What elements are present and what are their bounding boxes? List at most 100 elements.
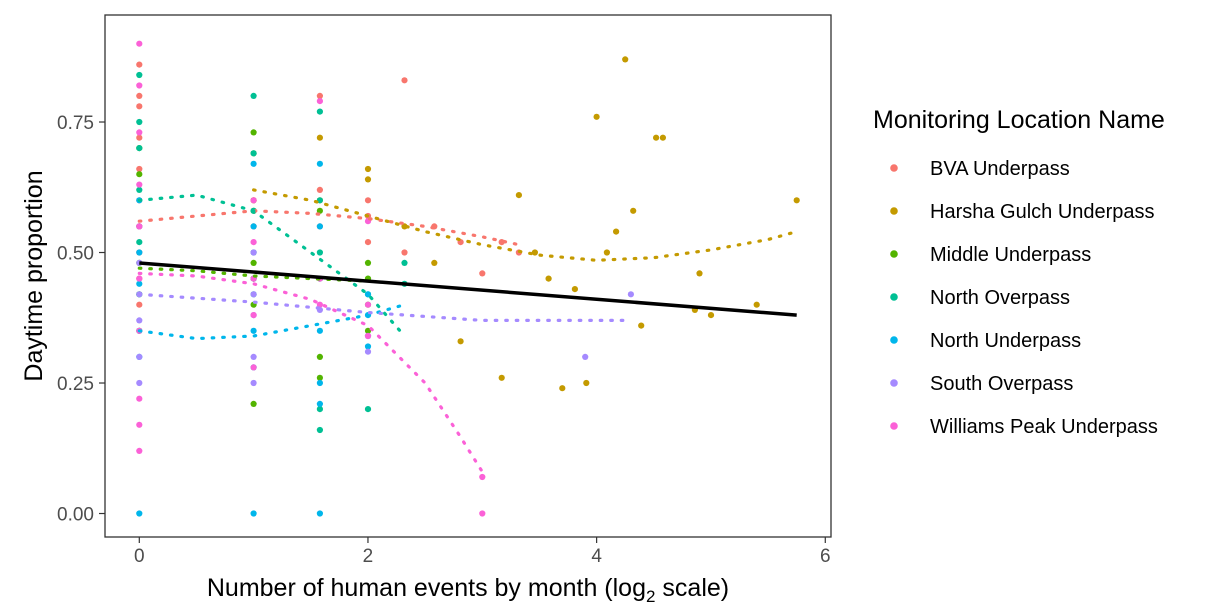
data-point: [364, 348, 372, 355]
y-axis-title: Daytime proportion: [20, 170, 48, 381]
data-point: [401, 249, 408, 256]
data-point: [136, 103, 143, 110]
data-point: [250, 312, 257, 319]
data-point: [316, 249, 323, 256]
legend-title: Monitoring Location Name: [873, 106, 1165, 134]
data-point: [603, 249, 611, 256]
data-point: [638, 322, 645, 329]
data-point: [250, 259, 257, 266]
x-tick-label: 6: [820, 546, 831, 567]
x-tick-label: 2: [363, 546, 374, 567]
legend-label: Middle Underpass: [930, 244, 1091, 266]
data-point: [316, 426, 323, 434]
data-point: [250, 150, 257, 157]
data-point: [696, 270, 703, 277]
data-point: [479, 473, 486, 481]
data-point: [136, 275, 143, 282]
overall-trend-line: [139, 261, 797, 317]
data-point: [364, 197, 372, 204]
data-point: [136, 249, 143, 256]
data-point: [364, 343, 372, 350]
legend-key: [890, 422, 898, 430]
data-point: [582, 353, 589, 360]
data-point: [136, 181, 143, 188]
data-point: [250, 291, 257, 298]
data-point: [136, 165, 143, 173]
data-point: [431, 259, 438, 266]
data-point: [250, 129, 257, 136]
legend-label: Harsha Gulch Underpass: [930, 201, 1155, 223]
legend-key: [890, 293, 898, 301]
x-tick-label: 4: [591, 546, 602, 567]
data-point: [250, 223, 257, 230]
y-tick-label: 0.50: [57, 244, 94, 265]
data-point: [136, 421, 143, 428]
data-point: [531, 249, 539, 256]
data-point: [250, 92, 257, 99]
data-point: [250, 160, 257, 167]
data-point: [571, 286, 579, 293]
data-point: [653, 134, 660, 141]
data-point: [316, 92, 323, 99]
data-point: [622, 56, 629, 63]
data-point: [136, 186, 143, 193]
data-point: [545, 275, 552, 282]
data-point: [479, 270, 486, 277]
x-axis-title-subscript: 2: [646, 587, 655, 603]
data-point: [316, 353, 323, 360]
data-point: [793, 197, 800, 204]
data-point: [136, 171, 143, 178]
series-fit-line: [137, 292, 633, 322]
data-point: [401, 77, 408, 84]
data-point: [479, 510, 486, 517]
data-point: [136, 379, 143, 387]
data-point: [250, 510, 257, 517]
data-point: [136, 145, 143, 152]
data-point: [250, 400, 257, 407]
data-point: [659, 134, 667, 141]
data-point: [364, 165, 372, 173]
legend-label: South Overpass: [930, 373, 1073, 395]
data-point: [136, 239, 143, 246]
data-point: [136, 118, 143, 126]
data-point: [630, 207, 637, 214]
data-point: [753, 301, 760, 308]
plot-area: [136, 40, 800, 517]
x-axis-title: Number of human events by month (log2 sc…: [207, 574, 729, 603]
data-point: [136, 40, 143, 47]
legend-label: Williams Peak Underpass: [930, 416, 1158, 438]
data-point: [364, 301, 372, 308]
data-point: [364, 176, 372, 183]
data-point: [316, 207, 323, 214]
data-point: [250, 327, 257, 334]
data-point: [136, 82, 143, 89]
legend-label: BVA Underpass: [930, 158, 1070, 180]
data-point: [316, 98, 323, 105]
data-point: [316, 108, 323, 115]
data-point: [316, 134, 323, 141]
series-fit-line: [137, 271, 484, 474]
data-point: [136, 510, 143, 517]
data-point: [136, 395, 143, 402]
y-tick-label: 0.25: [57, 374, 94, 395]
legend-key: [890, 379, 898, 387]
data-point: [316, 160, 323, 167]
data-point: [250, 249, 257, 256]
x-tick-label: 0: [134, 546, 145, 567]
data-point: [593, 113, 600, 120]
data-point: [250, 364, 257, 371]
legend-key: [890, 207, 898, 215]
data-point: [364, 291, 372, 298]
data-point: [316, 327, 323, 334]
axes: 0 2 4 6 0.00 0.25 0.50 0.75: [57, 113, 831, 567]
series-fit-line: [137, 303, 407, 341]
data-point: [316, 374, 323, 381]
data-point: [583, 379, 590, 387]
data-point: [364, 332, 372, 340]
x-axis-title-main: Number of human events by month (log: [207, 574, 646, 602]
data-point: [627, 291, 635, 298]
data-point: [364, 406, 372, 413]
data-point: [515, 192, 523, 199]
data-point: [498, 374, 505, 381]
x-axis-title-tail: scale): [655, 574, 729, 602]
